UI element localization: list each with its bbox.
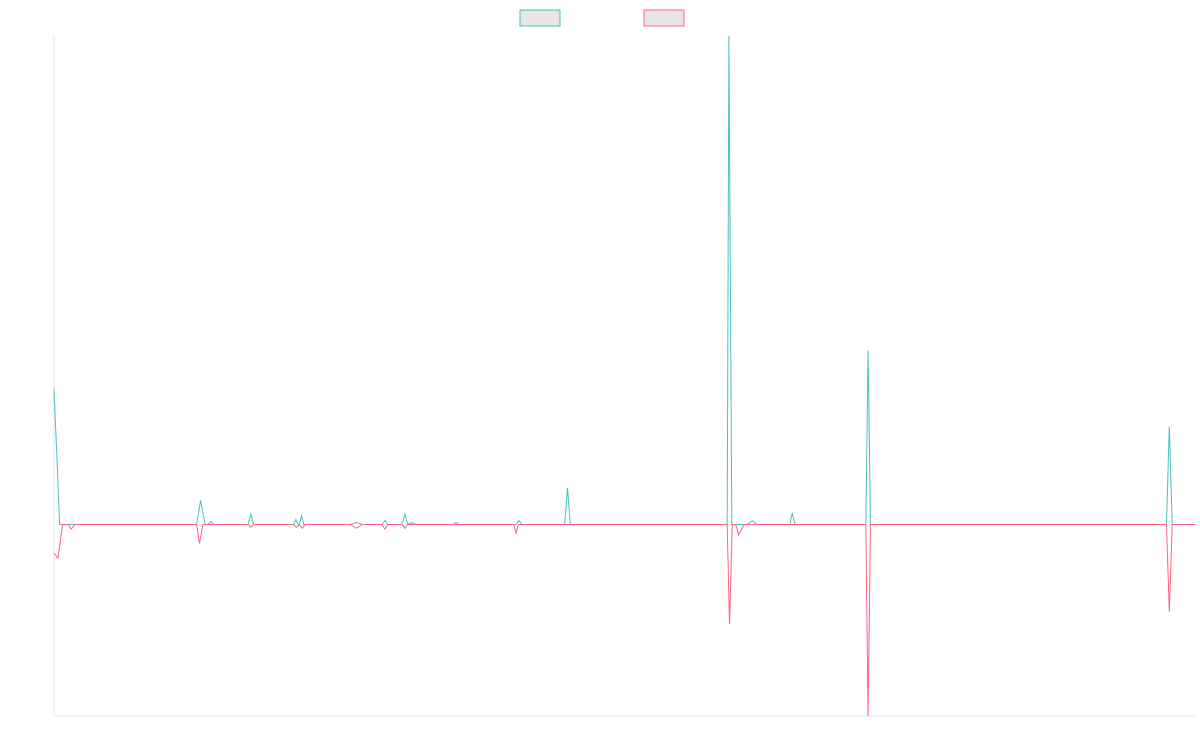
axes <box>53 36 1195 717</box>
legend <box>519 9 685 27</box>
legend-swatch-2[interactable] <box>643 9 685 27</box>
legend-swatch-1[interactable] <box>519 9 561 27</box>
legend-item-1[interactable] <box>519 9 561 27</box>
series-line-2 <box>53 523 1195 717</box>
series-group <box>53 35 1195 717</box>
series-line-1 <box>53 35 1195 526</box>
legend-item-2[interactable] <box>643 9 685 27</box>
